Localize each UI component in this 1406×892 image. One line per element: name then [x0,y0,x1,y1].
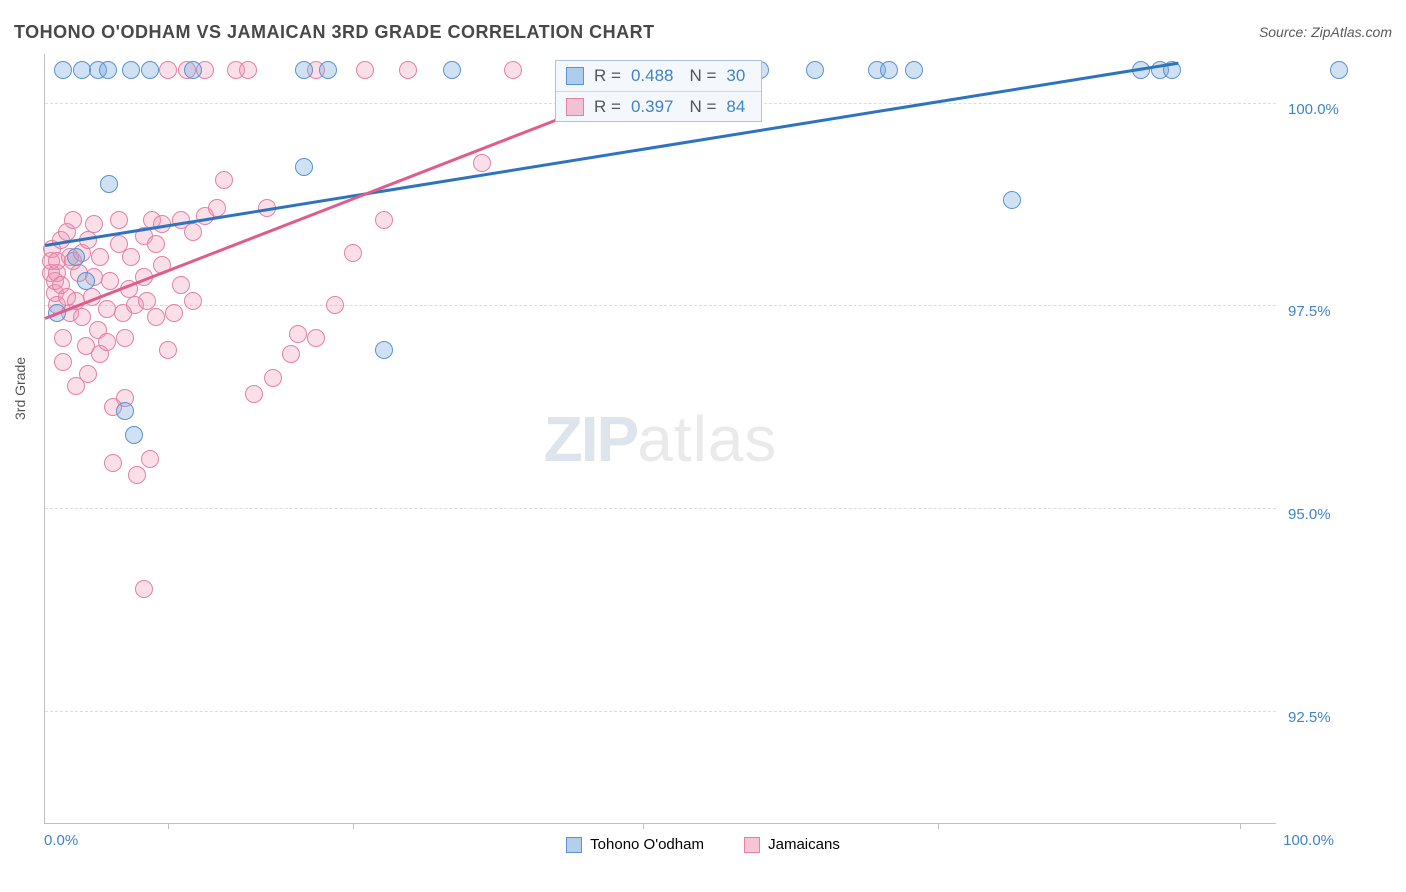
scatter-point [184,292,202,310]
stats-r-label: R = [594,97,621,117]
scatter-point [98,300,116,318]
scatter-point [147,235,165,253]
plot-area: ZIPatlas [44,54,1276,824]
scatter-point [141,61,159,79]
gridline-y [45,508,1276,509]
chart-container: TOHONO O'ODHAM VS JAMAICAN 3RD GRADE COR… [0,0,1406,892]
watermark-atlas: atlas [637,403,777,475]
stats-n-label: N = [689,66,716,86]
gridline-y [45,305,1276,306]
y-tick-label: 100.0% [1288,101,1339,118]
gridline-y [45,711,1276,712]
scatter-point [806,61,824,79]
stats-r-value-0: 0.488 [631,66,674,86]
scatter-point [98,333,116,351]
scatter-point [125,426,143,444]
legend-swatch-1 [744,837,760,853]
scatter-point [443,61,461,79]
scatter-point [905,61,923,79]
scatter-point [295,61,313,79]
legend-item-0: Tohono O'odham [566,836,704,853]
y-axis-label: 3rd Grade [12,357,28,420]
scatter-point [104,454,122,472]
scatter-point [375,341,393,359]
scatter-point [295,158,313,176]
scatter-point [91,248,109,266]
scatter-point [264,369,282,387]
y-tick-label: 95.0% [1288,506,1331,523]
stats-n-value-0: 30 [726,66,745,86]
stats-r-label: R = [594,66,621,86]
scatter-point [101,272,119,290]
scatter-point [116,402,134,420]
scatter-point [282,345,300,363]
scatter-point [110,211,128,229]
scatter-point [122,248,140,266]
y-tick-label: 92.5% [1288,709,1331,726]
scatter-point [77,272,95,290]
scatter-point [356,61,374,79]
scatter-point [239,61,257,79]
scatter-point [147,308,165,326]
scatter-point [245,385,263,403]
stats-swatch-1 [566,98,584,116]
scatter-point [184,61,202,79]
scatter-point [67,248,85,266]
x-tick-minor [643,823,644,829]
scatter-point [1003,191,1021,209]
scatter-point [399,61,417,79]
x-tick-minor [938,823,939,829]
scatter-point [172,276,190,294]
y-tick-label: 97.5% [1288,303,1331,320]
chart-title: TOHONO O'ODHAM VS JAMAICAN 3RD GRADE COR… [14,22,655,43]
scatter-point [54,61,72,79]
x-tick-minor [168,823,169,829]
watermark: ZIPatlas [544,402,778,476]
legend-label-0: Tohono O'odham [590,836,704,853]
scatter-point [85,215,103,233]
stats-row-series-1: R = 0.397 N = 84 [556,91,761,121]
scatter-point [326,296,344,314]
stats-row-series-0: R = 0.488 N = 30 [556,61,761,91]
x-tick-minor [1240,823,1241,829]
scatter-point [64,211,82,229]
stats-box: R = 0.488 N = 30 R = 0.397 N = 84 [555,60,762,122]
source-label: Source: ZipAtlas.com [1259,24,1392,40]
scatter-point [504,61,522,79]
scatter-point [100,175,118,193]
scatter-point [184,223,202,241]
legend-label-1: Jamaicans [768,836,840,853]
legend-item-1: Jamaicans [744,836,840,853]
stats-n-label: N = [689,97,716,117]
stats-n-value-1: 84 [726,97,745,117]
scatter-point [141,450,159,468]
scatter-point [344,244,362,262]
x-tick-minor [353,823,354,829]
scatter-point [54,353,72,371]
scatter-point [1330,61,1348,79]
watermark-zip: ZIP [544,403,638,475]
scatter-point [135,580,153,598]
scatter-point [165,304,183,322]
scatter-point [99,61,117,79]
legend: Tohono O'odham Jamaicans [0,836,1406,857]
scatter-point [215,171,233,189]
scatter-point [54,329,72,347]
scatter-point [375,211,393,229]
scatter-point [122,61,140,79]
scatter-point [473,154,491,172]
legend-swatch-0 [566,837,582,853]
scatter-point [79,365,97,383]
scatter-point [880,61,898,79]
scatter-point [319,61,337,79]
stats-r-value-1: 0.397 [631,97,674,117]
scatter-point [159,61,177,79]
scatter-point [307,329,325,347]
scatter-point [116,329,134,347]
scatter-point [128,466,146,484]
scatter-point [73,308,91,326]
scatter-point [159,341,177,359]
scatter-point [289,325,307,343]
stats-swatch-0 [566,67,584,85]
